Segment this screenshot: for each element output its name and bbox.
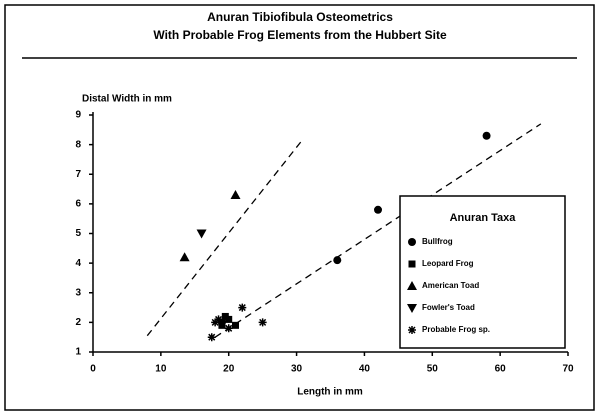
legend-label: Fowler's Toad [422,303,475,312]
x-tick-label: 20 [223,364,235,375]
y-tick-label: 9 [75,110,81,121]
point [207,333,216,342]
chart-subtitle: With Probable Frog Elements from the Hub… [153,28,447,42]
x-tick-label: 50 [427,364,439,375]
y-tick-label: 6 [75,199,81,210]
point [218,321,226,329]
trend-line [214,123,542,338]
point [214,315,223,324]
y-tick-label: 3 [75,287,81,298]
legend-marker [407,304,417,313]
legend-label: Probable Frog sp. [422,325,490,334]
legend-marker [407,281,417,290]
point [179,252,190,262]
point [374,205,382,214]
point [238,303,247,312]
y-tick-label: 8 [75,139,81,150]
legend-label: Leopard Frog [422,259,474,268]
legend-marker [408,260,416,268]
legend-marker [408,238,416,246]
legend-label: Bullfrog [422,237,453,246]
legend-title: Anuran Taxa [450,212,517,224]
point [211,318,220,327]
y-tick-label: 7 [75,169,81,180]
y-axis-label: Distal Width in mm [82,94,172,105]
point [224,324,233,333]
point [230,189,241,199]
legend-box [399,195,566,349]
x-tick-label: 30 [291,364,303,375]
point [482,131,491,140]
legend-label: American Toad [422,281,479,290]
trend-line [146,138,304,337]
point [258,318,267,327]
point [232,321,239,329]
point [196,229,207,239]
x-tick-label: 70 [562,364,574,375]
x-tick-label: 60 [495,364,507,375]
y-tick-label: 1 [75,347,81,358]
x-tick-label: 10 [155,364,167,375]
chart-title: Anuran Tibiofibula Osteometrics [207,10,393,24]
point [333,256,342,265]
y-tick-label: 4 [75,258,81,269]
frame [4,4,595,411]
point [221,312,229,320]
x-tick-label: 40 [359,364,371,375]
y-tick-label: 5 [75,228,81,239]
y-tick-label: 2 [75,317,81,328]
x-tick-label: 0 [90,364,96,375]
x-axis-label: Length in mm [297,387,363,398]
legend-marker [408,326,416,334]
